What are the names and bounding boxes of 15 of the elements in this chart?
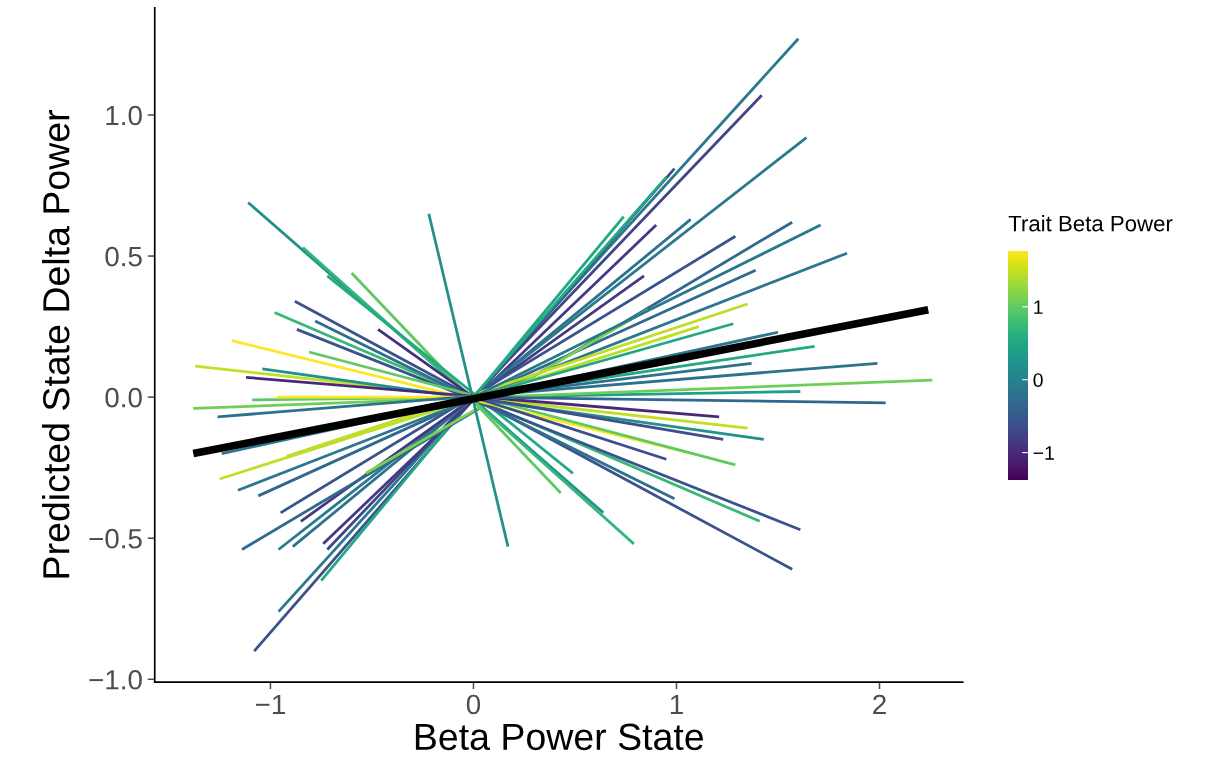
y-tick-label: 0.5	[105, 246, 142, 267]
y-tick-label: 1.0	[106, 105, 142, 126]
color-bar-label: −1	[1033, 446, 1054, 460]
color-bar-title: Trait Beta Power	[1008, 215, 1173, 232]
color-bar-label: 1	[1034, 300, 1043, 314]
x-tick-label: −1	[255, 694, 285, 715]
y-tick-label: −0.5	[89, 528, 142, 549]
x-axis-title: Beta Power State	[415, 723, 703, 751]
x-tick-label: 0	[466, 694, 481, 715]
x-tick-label: 2	[873, 694, 886, 715]
color-bar-label: 0	[1033, 373, 1043, 387]
y-tick-label: 0.0	[105, 387, 142, 408]
y-tick-label: −1.0	[89, 669, 142, 690]
y-axis-title: Predicted State Delta Power	[42, 110, 70, 578]
x-tick-label: 1	[670, 694, 683, 715]
